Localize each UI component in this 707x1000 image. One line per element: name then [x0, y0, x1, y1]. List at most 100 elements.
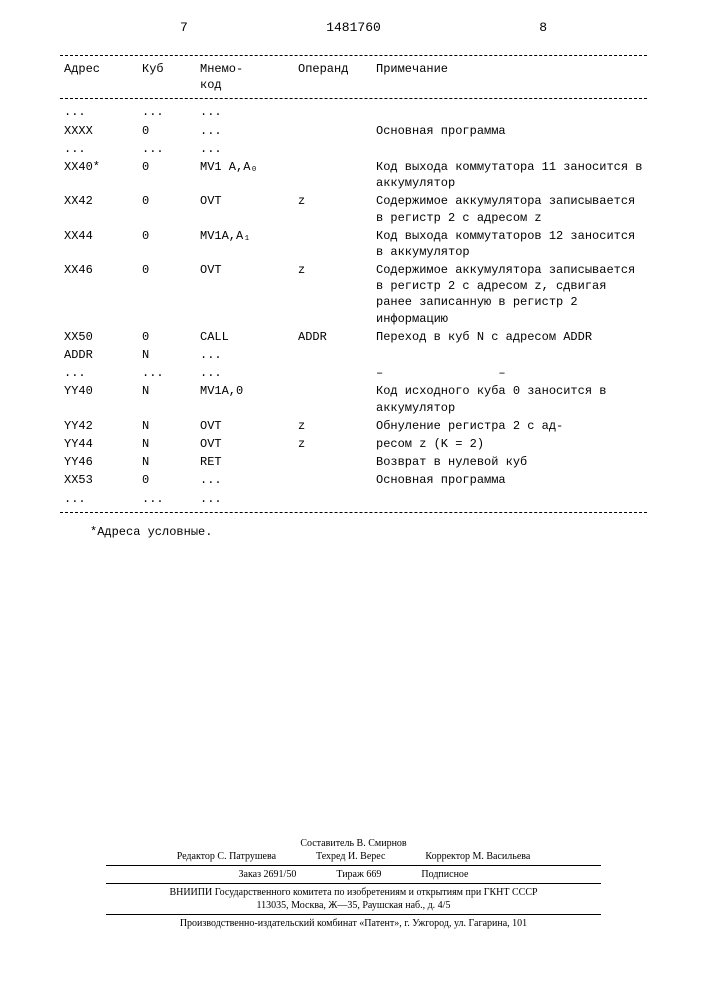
- table-row: ADDRN...: [60, 346, 647, 364]
- cell-kub: ...: [138, 364, 196, 382]
- pub-corrector: Корректор М. Васильева: [425, 850, 530, 863]
- cell-op: [294, 227, 372, 261]
- cell-mnem: OVT: [196, 435, 294, 453]
- cell-mnem: ...: [196, 140, 294, 158]
- table-row: XX500CALLADDRПереход в куб N с адресом A…: [60, 328, 647, 346]
- pub-rule-1: [106, 865, 601, 866]
- instruction-table-body: .........XXXX0...Основная программа.....…: [60, 103, 647, 507]
- cell-addr: XXXX: [60, 122, 138, 140]
- cell-op: z: [294, 417, 372, 435]
- cell-kub: 0: [138, 328, 196, 346]
- cell-mnem: ...: [196, 122, 294, 140]
- cell-kub: 0: [138, 122, 196, 140]
- table-row: XX440MV1A,A₁ Код выхода коммутаторов 12 з…: [60, 227, 647, 261]
- cell-mnem: MV1 A,A₀: [196, 158, 294, 192]
- page-number-left: 7: [180, 20, 188, 35]
- cell-addr: XX42: [60, 192, 138, 226]
- document-number: 1481760: [326, 20, 381, 35]
- instruction-table: Адрес Куб Мнемо- код Операнд Примечание: [60, 60, 647, 94]
- cell-mnem: MV1A,A₁: [196, 227, 294, 261]
- cell-op: [294, 471, 372, 489]
- cell-note: Содержимое аккумулятора записывается в р…: [372, 192, 647, 226]
- cell-addr: ...: [60, 103, 138, 121]
- cell-op: z: [294, 261, 372, 328]
- table-row: XXXX0...Основная программа: [60, 122, 647, 140]
- cell-kub: 0: [138, 158, 196, 192]
- page-header: 7 1481760 8: [60, 20, 647, 35]
- cell-mnem: MV1A,0: [196, 382, 294, 416]
- cell-mnem: ...: [196, 103, 294, 121]
- cell-kub: ...: [138, 140, 196, 158]
- cell-addr: XX46: [60, 261, 138, 328]
- cell-mnem: OVT: [196, 417, 294, 435]
- pub-compiler: Составитель В. Смирнов: [0, 837, 707, 850]
- cell-kub: ...: [138, 490, 196, 508]
- cell-op: z: [294, 192, 372, 226]
- cell-addr: YY44: [60, 435, 138, 453]
- col-header-operand: Операнд: [294, 60, 372, 94]
- cell-op: ADDR: [294, 328, 372, 346]
- cell-op: [294, 140, 372, 158]
- table-row: YY42NOVTzОбнуление регистра 2 с ад-: [60, 417, 647, 435]
- col-header-kub: Куб: [138, 60, 196, 94]
- cell-kub: N: [138, 453, 196, 471]
- table-row: XX40*0MV1 A,A₀Код выхода коммутатора 11 …: [60, 158, 647, 192]
- cell-kub: N: [138, 417, 196, 435]
- cell-addr: YY40: [60, 382, 138, 416]
- cell-addr: ...: [60, 490, 138, 508]
- footnote: *Адреса условные.: [90, 525, 647, 539]
- cell-note: [372, 140, 647, 158]
- cell-note: ресом z (K = 2): [372, 435, 647, 453]
- table-row: .........: [60, 140, 647, 158]
- cell-mnem: ...: [196, 364, 294, 382]
- table-row: .........: [60, 103, 647, 121]
- page-number-right: 8: [539, 20, 547, 35]
- cell-note: Обнуление регистра 2 с ад-: [372, 417, 647, 435]
- table-row: YY40NMV1A,0Код исходного куба 0 заноситс…: [60, 382, 647, 416]
- cell-kub: ...: [138, 103, 196, 121]
- pub-editor: Редактор С. Патрушева: [177, 850, 276, 863]
- cell-mnem: CALL: [196, 328, 294, 346]
- cell-mnem: OVT: [196, 261, 294, 328]
- publication-block: Составитель В. Смирнов Редактор С. Патру…: [0, 837, 707, 930]
- pub-org: ВНИИПИ Государственного комитета по изоб…: [0, 886, 707, 899]
- cell-addr: ADDR: [60, 346, 138, 364]
- cell-note: [372, 490, 647, 508]
- pub-addr1: 113035, Москва, Ж—35, Раушская наб., д. …: [0, 899, 707, 912]
- cell-kub: 0: [138, 227, 196, 261]
- cell-note: Код выхода коммутатора 11 заносится в ак…: [372, 158, 647, 192]
- pub-order: Заказ 2691/50: [239, 868, 297, 881]
- cell-op: [294, 158, 372, 192]
- cell-addr: ...: [60, 364, 138, 382]
- cell-note: Переход в куб N с адресом ADDR: [372, 328, 647, 346]
- cell-note: – –: [372, 364, 647, 382]
- cell-mnem: ...: [196, 346, 294, 364]
- cell-addr: XX44: [60, 227, 138, 261]
- cell-note: Код исходного куба 0 заносится в аккумул…: [372, 382, 647, 416]
- cell-mnem: ...: [196, 490, 294, 508]
- cell-mnem: ...: [196, 471, 294, 489]
- cell-note: [372, 346, 647, 364]
- pub-rule-3: [106, 914, 601, 915]
- cell-note: Код выхода коммутаторов 12 заносится в а…: [372, 227, 647, 261]
- cell-addr: XX53: [60, 471, 138, 489]
- cell-kub: N: [138, 435, 196, 453]
- cell-note: Основная программа: [372, 471, 647, 489]
- table-row: YY46NRETВозврат в нулевой куб: [60, 453, 647, 471]
- table-header-row: Адрес Куб Мнемо- код Операнд Примечание: [60, 60, 647, 94]
- cell-kub: 0: [138, 471, 196, 489]
- table-row: .........: [60, 490, 647, 508]
- pub-rule-2: [106, 883, 601, 884]
- col-header-address: Адрес: [60, 60, 138, 94]
- table-header-rule: [60, 98, 647, 99]
- table-row: YY44NOVTzресом z (K = 2): [60, 435, 647, 453]
- cell-op: z: [294, 435, 372, 453]
- col-header-note: Примечание: [372, 60, 647, 94]
- cell-op: [294, 453, 372, 471]
- table-bottom-rule: [60, 512, 647, 513]
- cell-op: [294, 346, 372, 364]
- table-top-rule: [60, 55, 647, 56]
- cell-kub: 0: [138, 192, 196, 226]
- table-row: ......... – –: [60, 364, 647, 382]
- cell-note: [372, 103, 647, 121]
